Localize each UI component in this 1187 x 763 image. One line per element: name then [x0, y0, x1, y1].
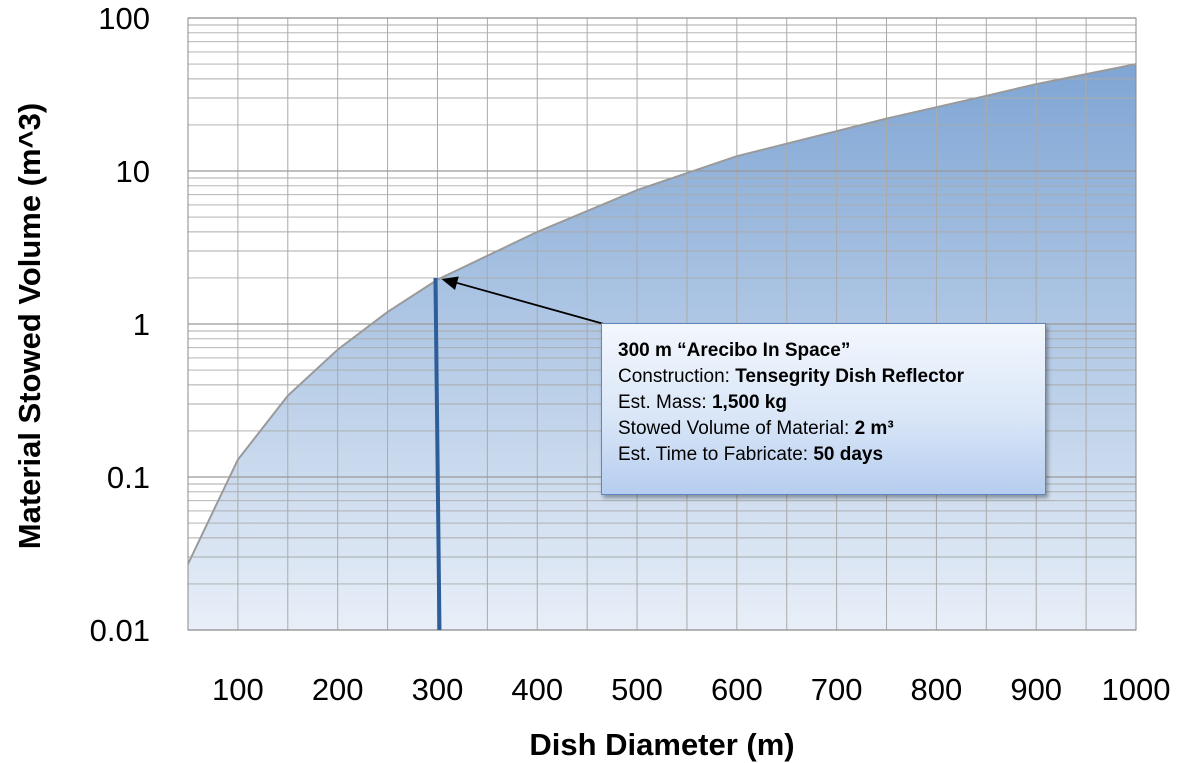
- y-tick-label: 0.01: [90, 613, 150, 648]
- x-axis-title: Dish Diameter (m): [529, 727, 794, 762]
- annotation-arrowhead: [441, 276, 459, 290]
- x-tick-label: 900: [1010, 672, 1062, 707]
- x-tick-label: 800: [911, 672, 963, 707]
- annotation-callout: 300 m “Arecibo In Space” Construction: T…: [601, 323, 1046, 495]
- series-curve: [187, 63, 1137, 565]
- x-tick-label: 700: [811, 672, 863, 707]
- marker-line-300m: [433, 277, 442, 631]
- y-tick-label: 100: [98, 1, 150, 36]
- y-axis-title: Material Stowed Volume (m^3): [12, 103, 47, 549]
- x-tick-label: 500: [611, 672, 663, 707]
- x-tick-label: 1000: [1102, 672, 1171, 707]
- annotation-arrow: [453, 281, 605, 325]
- y-tick-label: 0.1: [107, 460, 150, 495]
- plot-frame: [187, 17, 1137, 631]
- x-tick-label: 400: [511, 672, 563, 707]
- annotation-volume: Stowed Volume of Material: 2 m³: [618, 418, 894, 439]
- y-tick-label: 1: [133, 307, 150, 342]
- x-tick-label: 200: [312, 672, 364, 707]
- x-tick-label: 600: [711, 672, 763, 707]
- y-tick-label: 10: [116, 154, 150, 189]
- annotation-construction: Construction: Tensegrity Dish Reflector: [618, 366, 964, 387]
- annotation-fabrication-time: Est. Time to Fabricate: 50 days: [618, 444, 884, 465]
- x-tick-label: 300: [412, 672, 464, 707]
- annotation-title: 300 m “Arecibo In Space”: [618, 340, 851, 361]
- annotation-mass: Est. Mass: 1,500 kg: [618, 392, 787, 413]
- x-tick-label: 100: [212, 672, 264, 707]
